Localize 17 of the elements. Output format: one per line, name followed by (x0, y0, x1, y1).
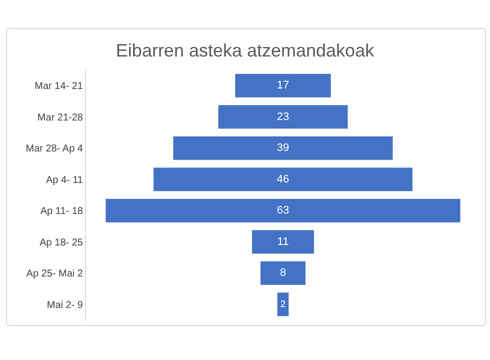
category-label: Mai 2- 9 (46, 300, 84, 311)
data-label: 23 (276, 110, 290, 123)
category-label: Ap 18- 25 (40, 237, 84, 248)
data-label: 63 (276, 204, 290, 217)
data-label: 8 (280, 267, 286, 280)
category-label: Ap 4- 11 (46, 174, 84, 186)
data-label: 2 (280, 298, 286, 310)
category-label: Ap 11- 18 (40, 206, 84, 218)
data-label: 46 (276, 173, 290, 186)
data-label: 39 (276, 142, 290, 154)
data-label: 17 (276, 80, 290, 92)
category-label: Mar 21-28 (37, 112, 84, 124)
data-label: 11 (277, 236, 289, 248)
category-label: Mar 28- Ap 4 (26, 144, 84, 155)
text: Eibarren asteka atzemandakoak (116, 40, 376, 61)
category-label: Ap 25- Mai 2 (26, 268, 84, 280)
category-label: Mar 14- 21 (34, 81, 84, 92)
